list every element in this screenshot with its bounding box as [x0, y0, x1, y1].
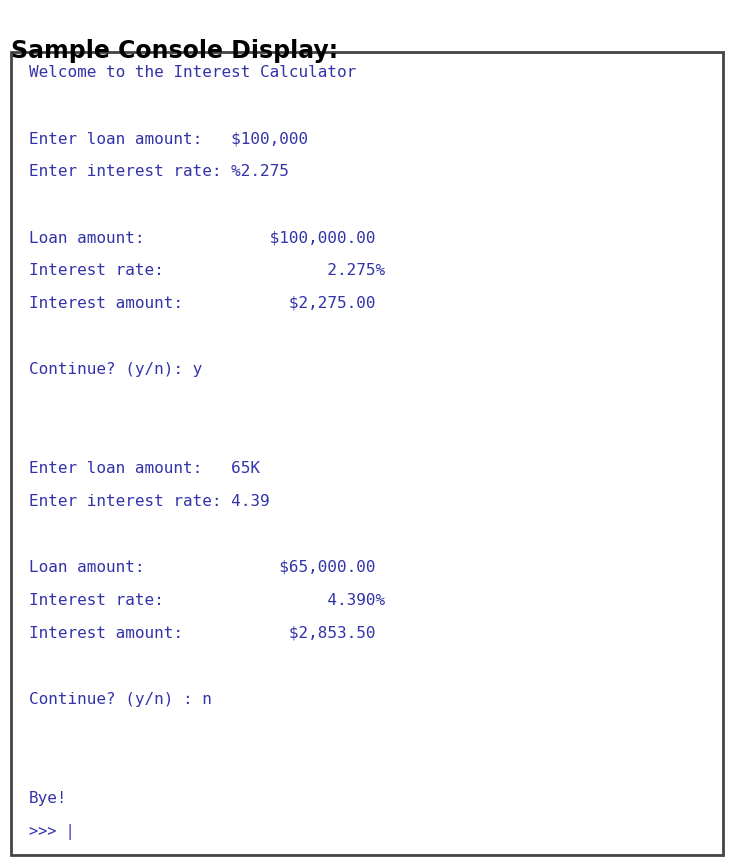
Text: Enter loan amount:   $100,000: Enter loan amount: $100,000: [29, 131, 308, 146]
FancyBboxPatch shape: [11, 52, 723, 855]
Text: Sample Console Display:: Sample Console Display:: [11, 39, 338, 63]
Text: Bye!: Bye!: [29, 791, 68, 806]
Text: Interest rate:                 4.390%: Interest rate: 4.390%: [29, 593, 385, 608]
Text: Loan amount:              $65,000.00: Loan amount: $65,000.00: [29, 560, 375, 575]
Text: Enter loan amount:   65K: Enter loan amount: 65K: [29, 461, 260, 476]
Text: Loan amount:             $100,000.00: Loan amount: $100,000.00: [29, 230, 375, 245]
Text: Enter interest rate: 4.39: Enter interest rate: 4.39: [29, 494, 269, 509]
Text: Enter interest rate: %2.275: Enter interest rate: %2.275: [29, 164, 288, 179]
Text: >>> |: >>> |: [29, 824, 74, 839]
Text: Welcome to the Interest Calculator: Welcome to the Interest Calculator: [29, 65, 356, 80]
Text: Interest amount:           $2,275.00: Interest amount: $2,275.00: [29, 296, 375, 311]
Text: Interest rate:                 2.275%: Interest rate: 2.275%: [29, 263, 385, 278]
Text: Continue? (y/n) : n: Continue? (y/n) : n: [29, 692, 211, 707]
Text: Continue? (y/n): y: Continue? (y/n): y: [29, 362, 202, 377]
Text: Interest amount:           $2,853.50: Interest amount: $2,853.50: [29, 626, 375, 641]
